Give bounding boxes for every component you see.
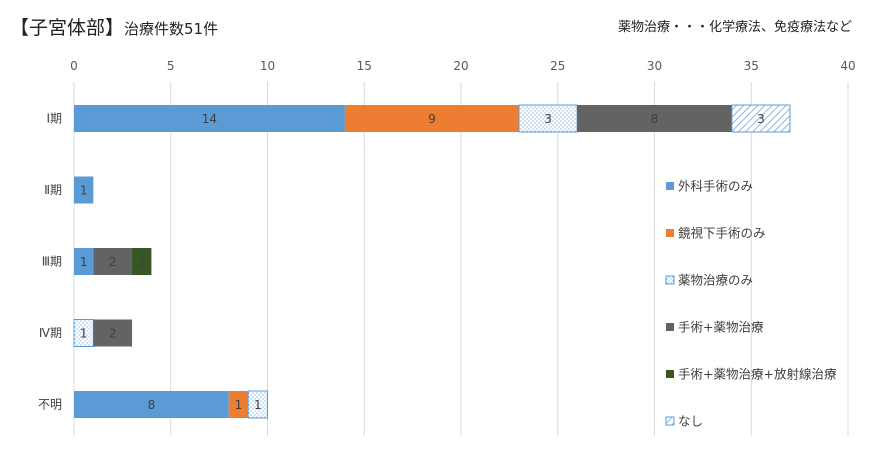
bar-segment: [731, 104, 791, 133]
legend-swatch: [666, 370, 674, 378]
legend: 外科手術のみ鏡視下手術のみ薬物治療のみ手術+薬物治療手術+薬物治療+放射線治療な…: [665, 179, 837, 429]
legend-swatch: [665, 275, 675, 285]
legend-swatch: [666, 229, 674, 237]
bar-segment: [93, 248, 133, 275]
bar-segment: [228, 391, 249, 418]
bar-segment: [74, 176, 94, 204]
y-category-label: Ⅲ期: [42, 255, 62, 269]
x-tick-label: 35: [744, 59, 759, 73]
data-label: 1: [80, 184, 88, 198]
legend-label: 手術+薬物治療: [678, 320, 764, 335]
chart-note: 薬物治療・・・化学療法、免疫療法など: [618, 20, 853, 35]
legend-swatch: [666, 323, 674, 331]
x-tick-label: 30: [647, 59, 662, 73]
chart-title-sub: 治療件数51件: [124, 20, 219, 38]
bar-segment: [344, 105, 520, 132]
x-tick-label: 15: [357, 59, 372, 73]
legend-label: なし: [678, 414, 703, 429]
bar-segment: [577, 105, 732, 132]
y-category-label: Ⅳ期: [39, 326, 62, 340]
data-label: 2: [109, 255, 117, 269]
chart-title-main: 【子宮体部】: [10, 17, 125, 39]
legend-label: 手術+薬物治療+放射線治療: [678, 367, 837, 382]
y-category-label: Ⅱ期: [44, 183, 62, 197]
x-tick-label: 20: [453, 59, 468, 73]
data-label: 1: [80, 327, 88, 341]
data-label: 14: [202, 112, 217, 126]
x-tick-label: 25: [550, 59, 565, 73]
bar-segment: [247, 390, 268, 419]
y-category-label: Ⅰ期: [46, 112, 62, 126]
data-label: 8: [148, 398, 156, 412]
gridlines: [73, 82, 849, 436]
legend-swatch: [666, 182, 674, 190]
bar-segment: [132, 248, 152, 275]
data-label: 3: [757, 112, 765, 126]
legend-label: 薬物治療のみ: [678, 273, 753, 288]
x-tick-label: 40: [840, 59, 855, 73]
x-axis-ticks: 0 5 10 15 20 25 30 35 40: [70, 59, 855, 73]
legend-label: 鏡視下手術のみ: [678, 226, 766, 241]
y-category-label: 不明: [38, 398, 62, 412]
data-label: 2: [109, 327, 117, 341]
data-label: 1: [80, 255, 88, 269]
data-label: 1: [138, 255, 146, 269]
x-tick-label: 5: [167, 59, 175, 73]
bar-segment: [74, 105, 345, 132]
data-label: 3: [544, 112, 552, 126]
data-label: 1: [235, 398, 243, 412]
data-label: 1: [254, 398, 262, 412]
legend-label: 外科手術のみ: [678, 179, 753, 194]
bar-segment: [74, 391, 229, 418]
data-label: 8: [651, 112, 659, 126]
chart-title: 【子宮体部】治療件数51件: [10, 13, 218, 40]
data-label: 9: [428, 112, 436, 126]
x-tick-label: 0: [70, 59, 78, 73]
bars: 14 9 3 8 311 2 11 28 1 1: [73, 104, 791, 419]
bar-segment: [74, 248, 94, 275]
bar-segment: [93, 319, 133, 347]
legend-swatch: [665, 416, 675, 426]
bar-segment: [518, 104, 578, 133]
x-tick-label: 10: [260, 59, 275, 73]
